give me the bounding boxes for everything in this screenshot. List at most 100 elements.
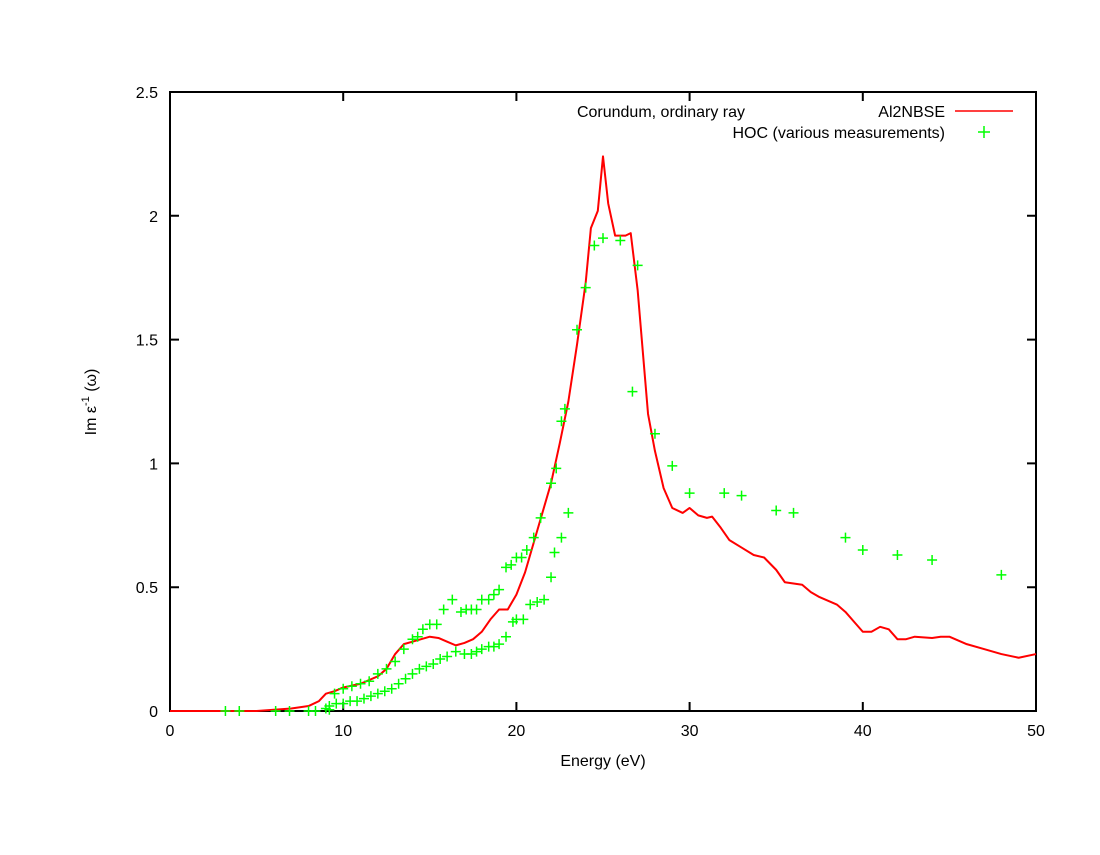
- y-tick-label: 0.5: [136, 580, 158, 597]
- data-point-hoc: [559, 403, 570, 414]
- data-point-hoc: [346, 681, 357, 692]
- y-axis-label-base: Im ε: [83, 406, 100, 435]
- x-tick-label: 0: [166, 723, 175, 740]
- data-point-hoc: [412, 631, 423, 642]
- y-axis-label-suffix: (ω): [83, 369, 100, 397]
- data-point-hoc: [476, 644, 487, 655]
- data-point-hoc: [234, 706, 245, 716]
- data-point-hoc: [393, 678, 404, 689]
- series-line-al2nbse: [170, 155, 1037, 712]
- data-point-hoc: [857, 545, 868, 556]
- y-axis-label-sup: -1: [80, 396, 92, 406]
- data-point-hoc: [483, 594, 494, 605]
- data-point-hoc: [386, 683, 397, 694]
- data-point-hoc: [365, 691, 376, 702]
- data-point-hoc: [516, 552, 527, 563]
- legend-swatch-plus: [978, 126, 990, 138]
- data-point-hoc: [546, 478, 557, 489]
- data-point-hoc: [364, 676, 375, 687]
- data-point-hoc: [400, 673, 411, 684]
- data-point-hoc: [324, 701, 335, 712]
- data-point-hoc: [501, 562, 512, 573]
- data-point-hoc: [488, 589, 499, 600]
- data-point-hoc: [615, 235, 626, 246]
- data-point-hoc: [546, 572, 557, 583]
- data-point-hoc: [539, 594, 550, 605]
- data-point-hoc: [417, 624, 428, 635]
- data-point-hoc: [447, 594, 458, 605]
- y-tick-label: 2: [149, 209, 158, 226]
- data-point-hoc: [521, 545, 532, 556]
- chart-title: Corundum, ordinary ray: [577, 104, 745, 121]
- data-point-hoc: [580, 282, 591, 293]
- y-tick-label: 0: [149, 704, 158, 721]
- data-point-hoc: [379, 686, 390, 697]
- data-point-hoc: [421, 661, 432, 672]
- data-point-hoc: [466, 649, 477, 660]
- data-point-hoc: [310, 706, 321, 716]
- data-point-hoc: [598, 233, 608, 244]
- x-tick-label: 30: [681, 723, 699, 740]
- data-point-hoc: [431, 619, 442, 630]
- data-point-hoc: [563, 507, 574, 518]
- legend-label-0: Al2NBSE: [878, 104, 945, 121]
- data-point-hoc: [270, 706, 281, 716]
- data-point-hoc: [428, 658, 439, 669]
- data-point-hoc: [632, 260, 643, 271]
- data-point-hoc: [471, 604, 482, 615]
- data-point-hoc: [494, 639, 505, 650]
- data-point-hoc: [649, 428, 660, 439]
- data-point-hoc: [532, 597, 543, 608]
- data-point-hoc: [438, 604, 449, 615]
- data-point-hoc: [719, 488, 730, 499]
- data-point-hoc: [407, 668, 418, 679]
- data-point-hoc: [788, 507, 799, 518]
- data-point-hoc: [450, 646, 461, 657]
- legend-label-1: HOC (various measurements): [733, 125, 946, 142]
- data-point-hoc: [572, 324, 583, 335]
- data-point-hoc: [840, 532, 851, 543]
- data-point-hoc: [551, 463, 562, 474]
- data-point-hoc: [535, 512, 546, 523]
- data-point-hoc: [381, 663, 392, 674]
- data-point-hoc: [589, 240, 600, 251]
- data-point-hoc: [528, 532, 539, 543]
- data-point-hoc: [771, 505, 782, 516]
- data-point-hoc: [338, 683, 349, 694]
- x-axis-label: Energy (eV): [560, 753, 645, 770]
- data-point-hoc: [892, 550, 903, 561]
- data-point-hoc: [284, 706, 295, 716]
- data-point-hoc: [390, 656, 401, 667]
- plot-frame: [169, 91, 1037, 712]
- data-point-hoc: [494, 584, 505, 595]
- data-point-hoc: [556, 416, 567, 427]
- data-point-hoc: [372, 688, 383, 699]
- data-point-hoc: [398, 644, 409, 655]
- data-point-hoc: [338, 698, 349, 709]
- y-tick-label: 1.5: [136, 333, 158, 350]
- x-tick-label: 40: [854, 723, 872, 740]
- data-point-hoc: [471, 646, 482, 657]
- data-point-hoc: [358, 693, 369, 704]
- y-tick-label: 1: [149, 456, 158, 473]
- data-point-hoc: [518, 614, 529, 625]
- data-point-hoc: [455, 606, 466, 617]
- data-point-hoc: [525, 599, 536, 610]
- data-point-hoc: [220, 706, 231, 716]
- data-point-hoc: [627, 386, 638, 397]
- data-point-hoc: [329, 688, 340, 699]
- data-point-hoc: [407, 634, 418, 645]
- data-point-hoc: [506, 559, 517, 570]
- data-point-hoc: [435, 654, 446, 665]
- y-tick-label: 2.5: [136, 85, 158, 102]
- data-point-hoc: [372, 668, 383, 679]
- x-tick-label: 10: [334, 723, 352, 740]
- data-point-hoc: [414, 663, 425, 674]
- data-point-hoc: [736, 490, 747, 501]
- data-point-hoc: [442, 651, 453, 662]
- data-point-hoc: [488, 641, 499, 652]
- data-point-hoc: [996, 569, 1007, 580]
- data-point-hoc: [352, 696, 363, 707]
